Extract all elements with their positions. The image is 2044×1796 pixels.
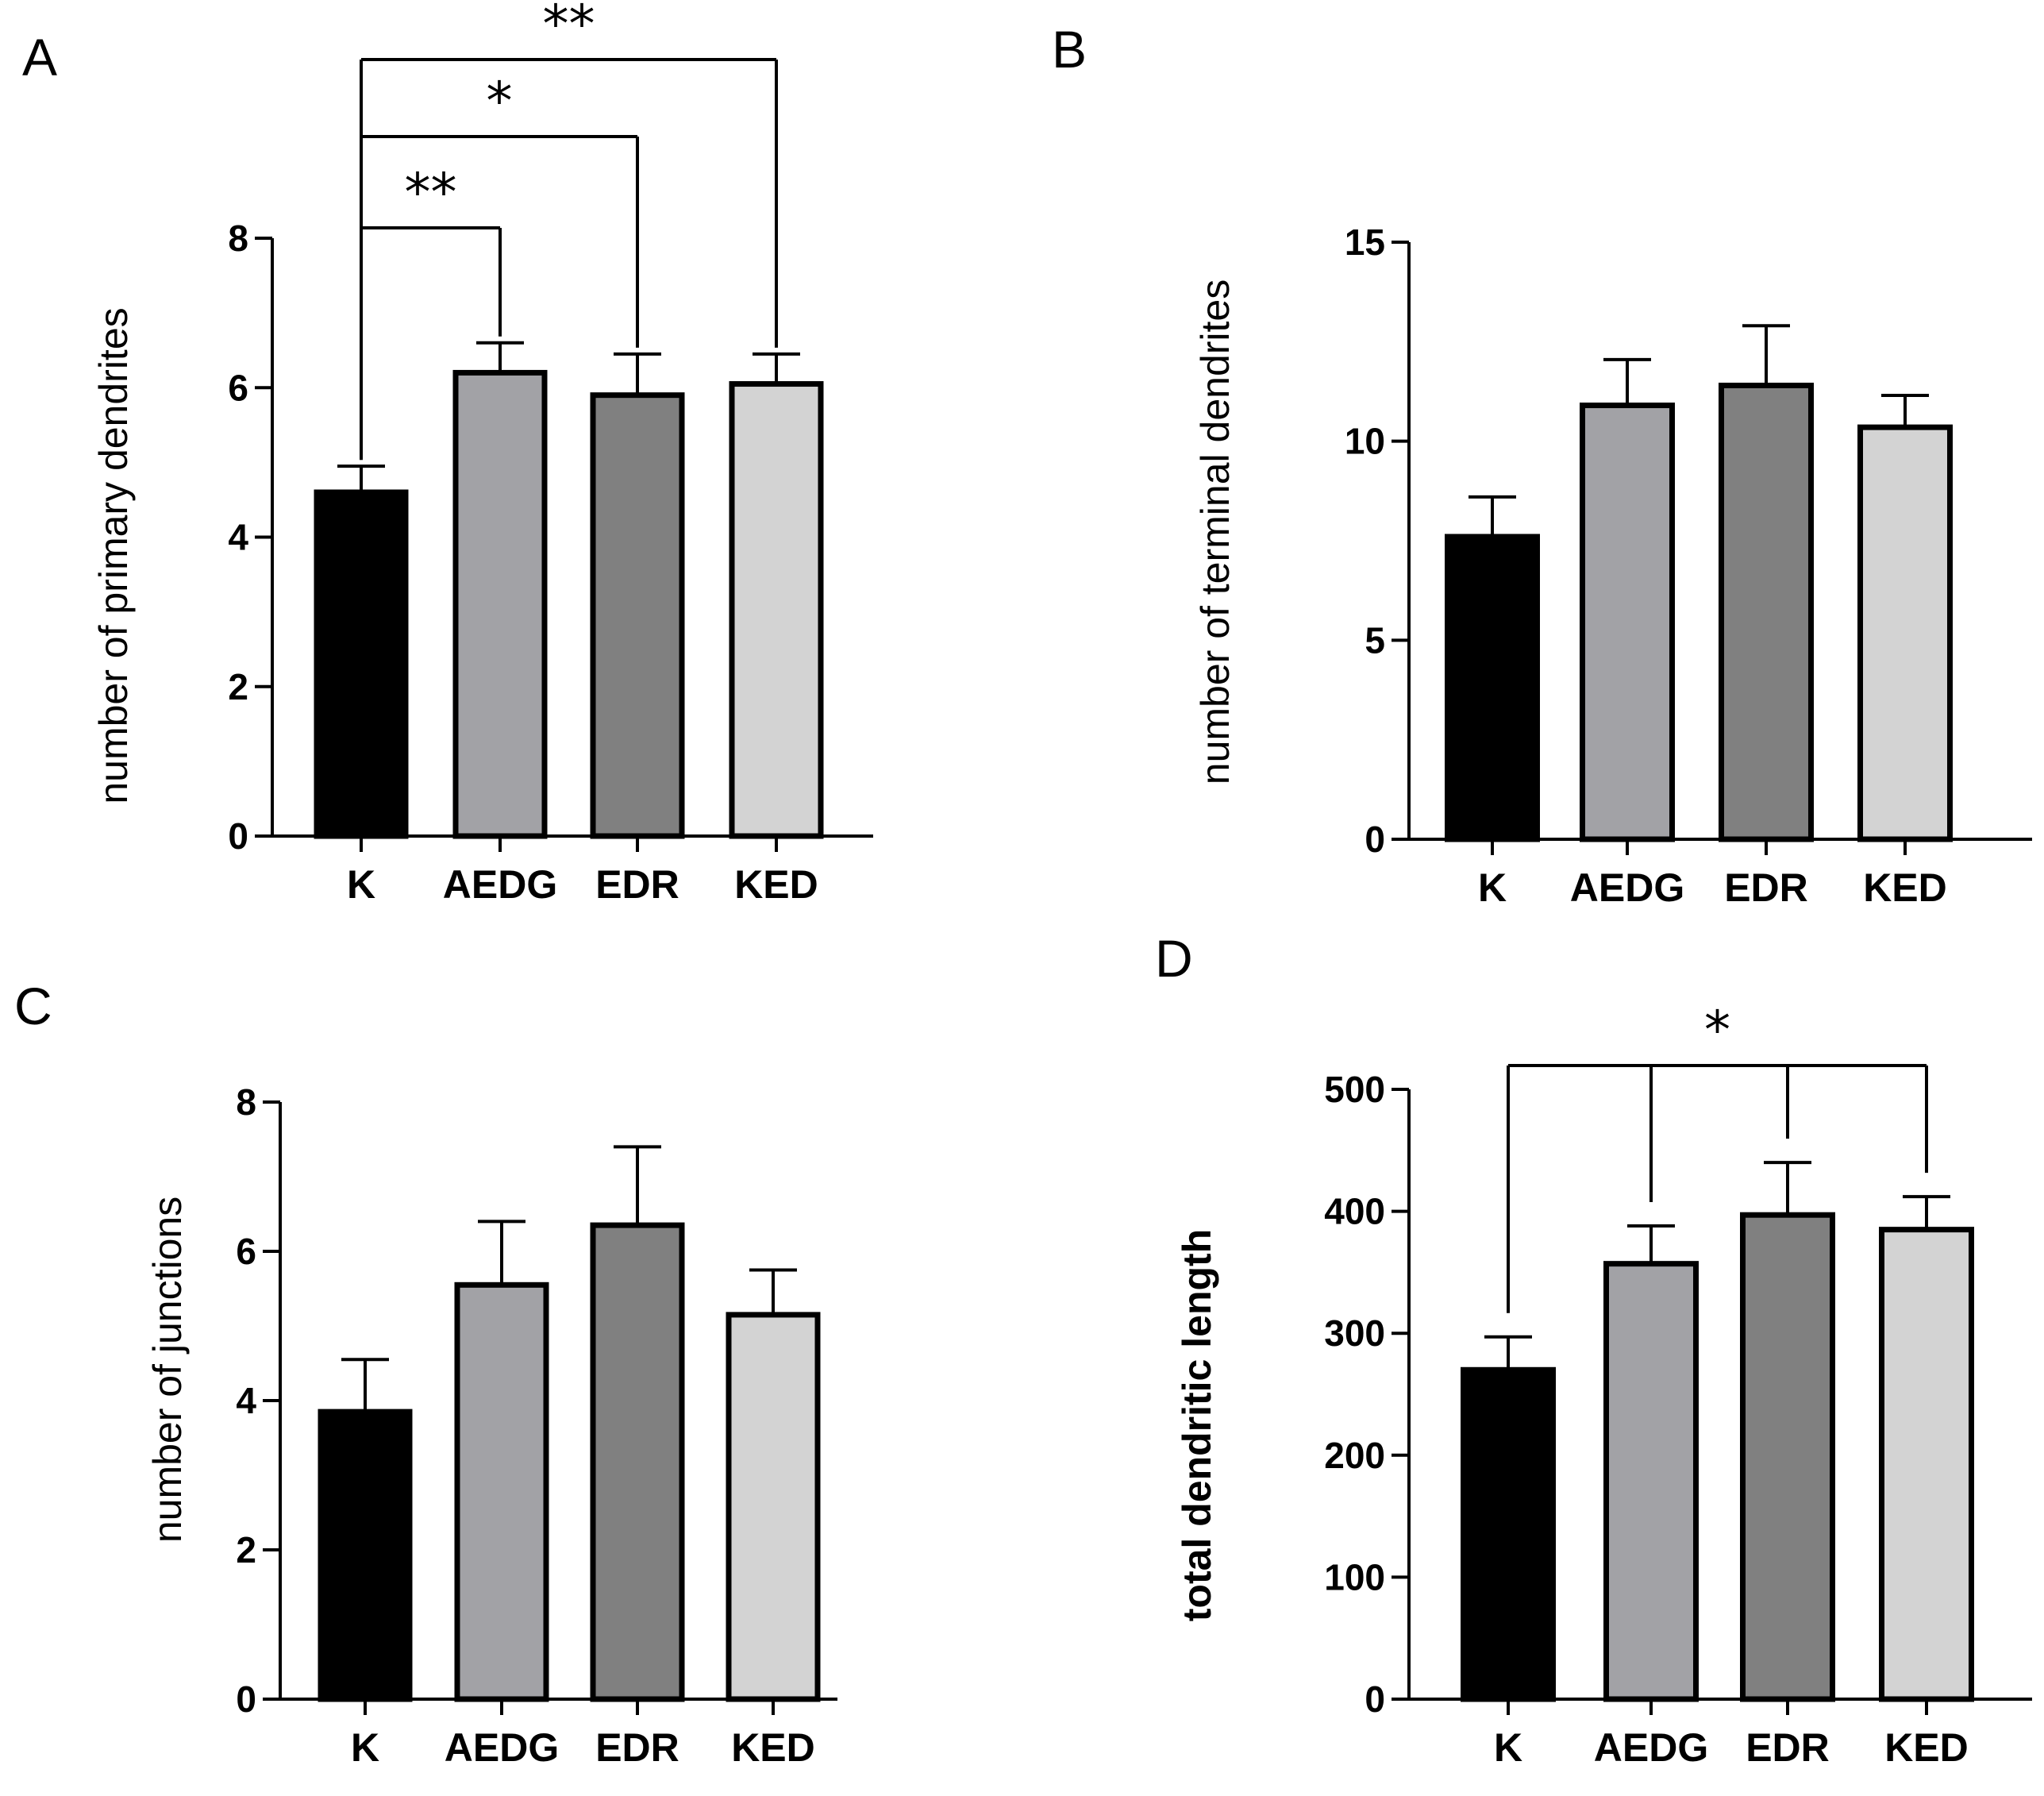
panel-c: C number of junctions 0 2 4 6 8 K AEDG EDR KED [14,977,837,1770]
bar-k [1461,1366,1556,1702]
y-tick-label: 300 [1324,1312,1385,1354]
significance-label: ** [405,162,457,223]
y-tick-label: 4 [228,517,248,558]
x-tick-label: EDR [595,1725,679,1770]
panel-b: B number of terminal dendrites 0 5 10 15 K AE… [1052,20,2032,910]
y-axis-label-c: number of junctions [145,1197,190,1543]
panel-letter-b: B [1052,20,1087,79]
y-tick-label: 10 [1345,421,1385,462]
panel-a: A number of primary dendrites 0 2 4 6 8 K AEDG… [22,0,873,907]
y-tick-label: 4 [236,1380,256,1421]
x-tick-label: AEDG [445,1725,559,1770]
y-tick-label: 15 [1345,222,1385,263]
significance-label: ** [543,0,595,55]
y-tick-label: 200 [1324,1435,1385,1476]
bar-edr [590,392,685,839]
bar-ked [726,1312,821,1702]
x-tick-label: KED [1884,1725,1969,1770]
bar-ked [729,381,824,839]
panel-letter-a: A [22,28,57,87]
y-tick-label: 500 [1324,1069,1385,1110]
bar-k [314,489,409,839]
x-tick-label: K [1494,1725,1522,1770]
bar-k [318,1409,413,1702]
significance-label: * [1704,1000,1730,1061]
x-tick-label: K [351,1725,379,1770]
panel-d: D total dendritic length 0 100 200 300 400 50… [1155,929,2032,1770]
x-tick-label: AEDG [443,862,557,907]
y-tick-label: 8 [228,218,248,259]
bar-aedg [1580,403,1675,842]
x-tick-label: K [1478,865,1507,910]
y-tick-label: 6 [236,1231,256,1272]
y-tick-label: 100 [1324,1556,1385,1598]
y-tick-label: 2 [228,666,248,707]
bar-k [1445,534,1540,842]
x-tick-label: KED [1863,865,1947,910]
bar-ked [1879,1227,1974,1702]
bar-aedg [452,369,548,839]
y-tick-label: 6 [228,367,248,408]
y-axis-label-a: number of primary dendrites [91,307,136,804]
y-tick-label: 0 [1365,1678,1385,1720]
y-axis-label-d: total dendritic length [1175,1229,1219,1621]
panel-letter-d: D [1155,929,1193,988]
significance-label: * [487,71,513,132]
y-axis-label-b: number of terminal dendrites [1193,279,1238,784]
bar-edr [590,1222,685,1702]
x-tick-label: KED [734,862,818,907]
y-tick-label: 2 [236,1529,256,1571]
bar-aedg [1603,1261,1699,1702]
bar-edr [1719,382,1814,842]
y-tick-label: 0 [1365,819,1385,860]
y-tick-label: 5 [1365,619,1385,661]
y-tick-label: 0 [228,815,248,857]
x-tick-label: KED [731,1725,815,1770]
y-tick-label: 8 [236,1081,256,1123]
bar-ked [1857,424,1953,842]
x-tick-label: AEDG [1594,1725,1708,1770]
x-tick-label: EDR [595,862,679,907]
bar-edr [1740,1212,1835,1702]
y-tick-label: 400 [1324,1191,1385,1232]
y-tick-label: 0 [236,1678,256,1720]
bar-aedg [454,1281,549,1702]
x-tick-label: EDR [1724,865,1808,910]
x-tick-label: EDR [1746,1725,1830,1770]
panel-letter-c: C [14,977,52,1035]
x-tick-label: K [347,862,375,907]
x-tick-label: AEDG [1570,865,1684,910]
